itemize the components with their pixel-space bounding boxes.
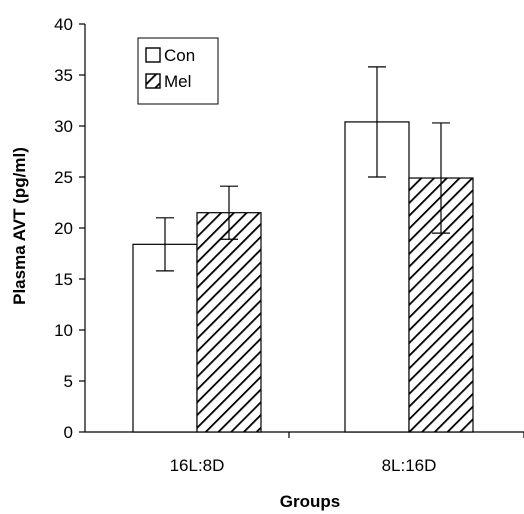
y-tick-label: 15 xyxy=(54,270,73,289)
y-axis-title: Plasma AVT (pg/ml) xyxy=(10,147,29,305)
y-tick-label: 40 xyxy=(54,15,73,34)
y-tick-label: 0 xyxy=(64,423,73,442)
x-category-label: 8L:16D xyxy=(382,456,437,475)
legend-label-con: Con xyxy=(164,46,195,65)
x-category-label: 16L:8D xyxy=(170,456,225,475)
legend-label-mel: Mel xyxy=(164,72,191,91)
y-tick-label: 20 xyxy=(54,219,73,238)
y-tick-label: 30 xyxy=(54,117,73,136)
bar-mel-0 xyxy=(196,212,262,433)
legend-swatch-mel xyxy=(145,73,161,89)
legend-swatch-con xyxy=(145,47,161,63)
y-tick-label: 10 xyxy=(54,321,73,340)
y-tick-label: 25 xyxy=(54,168,73,187)
x-axis-title: Groups xyxy=(280,492,340,511)
bar-con-0 xyxy=(132,243,198,433)
y-tick-label: 35 xyxy=(54,66,73,85)
y-tick-label: 5 xyxy=(64,372,73,391)
